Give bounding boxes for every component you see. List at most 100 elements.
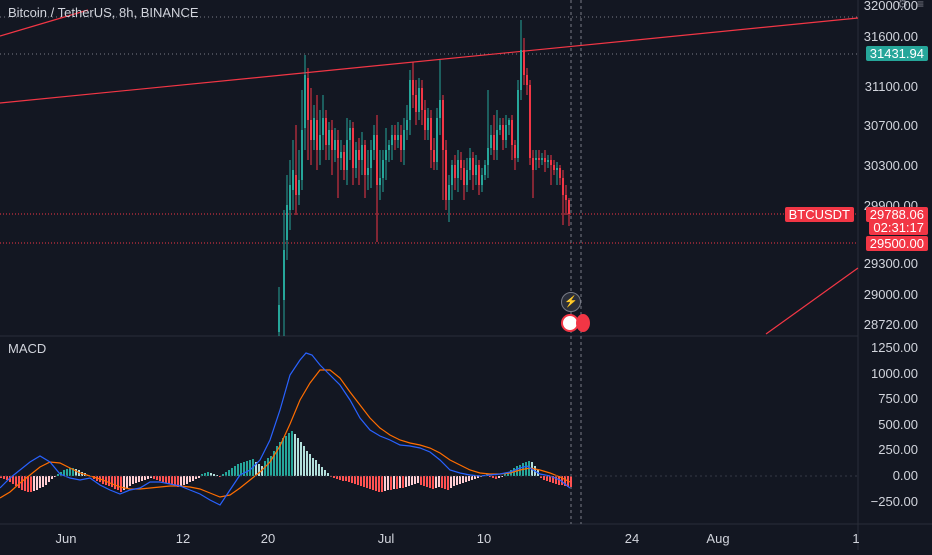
macd-histogram-bar (117, 476, 119, 490)
us-flag-icon-2[interactable] (576, 314, 590, 332)
macd-histogram-bar (561, 476, 563, 485)
macd-histogram-bar (369, 476, 371, 489)
candle-body (526, 75, 528, 85)
macd-histogram-bar (471, 476, 473, 480)
macd-histogram-bar (336, 476, 338, 479)
macd-histogram-bar (549, 476, 551, 482)
macd-histogram-bar (111, 476, 113, 487)
macd-histogram-bar (315, 460, 317, 476)
macd-histogram-bar (312, 458, 314, 476)
candle-body (334, 140, 336, 150)
macd-histogram-bar (435, 476, 437, 488)
candle-body (490, 135, 492, 148)
macd-histogram-bar (132, 476, 134, 484)
candle-body (367, 168, 369, 175)
flash-icon[interactable]: ⚡ (561, 292, 581, 312)
candle-body (424, 110, 426, 130)
time-tick-label: Jul (377, 531, 395, 546)
candle-body (478, 165, 480, 185)
macd-histogram-bar (408, 476, 410, 486)
macd-histogram-bar (411, 476, 413, 485)
more-icon[interactable]: ≡ (916, 0, 924, 11)
candle-body (547, 160, 549, 162)
candle-body (340, 152, 342, 158)
candle-body (328, 130, 330, 145)
macd-histogram-bar (393, 476, 395, 489)
candle-body (421, 88, 423, 110)
macd-histogram-bar (342, 476, 344, 481)
macd-histogram-bar (507, 472, 509, 476)
macd-histogram-bar (159, 476, 161, 481)
macd-histogram-bar (426, 476, 428, 487)
candle-body (553, 165, 555, 170)
macd-histogram-bar (387, 476, 389, 490)
time-tick-label: 10 (476, 531, 492, 546)
macd-histogram-bar (357, 476, 359, 485)
macd-histogram-bar (147, 476, 149, 479)
macd-histogram-bar (570, 476, 572, 487)
macd-histogram-bar (555, 476, 557, 484)
macd-histogram-bar (171, 476, 173, 485)
macd-histogram-bar (327, 473, 329, 476)
macd-histogram-bar (165, 476, 167, 483)
macd-histogram-bar (321, 467, 323, 476)
macd-histogram-bar (186, 476, 188, 484)
horizontal-line-badge[interactable]: 29500.00 (865, 236, 928, 251)
symbol-title[interactable]: Bitcoin / TetherUS, 8h, BINANCE (8, 5, 199, 20)
candle-body (532, 158, 534, 170)
candle-body (481, 175, 483, 185)
candle-body (376, 135, 378, 185)
candle-body (559, 168, 561, 178)
macd-histogram-bar (345, 476, 347, 481)
macd-histogram-bar (258, 464, 260, 476)
time-tick-label: 1 (852, 531, 860, 546)
time-tick-label: 12 (175, 531, 191, 546)
candle-body (412, 80, 414, 95)
candle-body (556, 168, 558, 170)
macd-tick-label: 1000.00 (871, 366, 918, 381)
macd-histogram-bar (363, 476, 365, 487)
macd-histogram-bar (207, 472, 209, 476)
price-tick-label: 30700.00 (863, 118, 918, 133)
macd-histogram-bar (396, 476, 398, 489)
macd-histogram-bar (51, 476, 53, 479)
candle-body (520, 50, 522, 90)
macd-histogram-bar (465, 476, 467, 482)
macd-histogram-bar (228, 470, 230, 476)
macd-histogram-bar (360, 476, 362, 486)
settings-icon[interactable]: ⚙ (897, 0, 908, 11)
macd-histogram-bar (108, 476, 110, 486)
macd-histogram-bar (174, 476, 176, 486)
macd-histogram-bar (405, 476, 407, 487)
candle-body (442, 100, 444, 150)
candle-body (550, 160, 552, 165)
macd-histogram-bar (237, 464, 239, 476)
last-price-badge[interactable]: 29788.06 (865, 207, 928, 222)
macd-histogram-bar (150, 476, 152, 478)
macd-histogram-bar (15, 476, 17, 486)
macd-histogram-bar (18, 476, 20, 488)
candle-body (352, 128, 354, 168)
price-tick-label: 29000.00 (863, 287, 918, 302)
macd-histogram-bar (540, 476, 542, 478)
candle-body (289, 185, 291, 210)
candle-body (508, 120, 510, 125)
macd-histogram-bar (504, 474, 506, 476)
macd-histogram-bar (255, 462, 257, 476)
macd-histogram-bar (564, 476, 566, 486)
macd-histogram-bar (381, 476, 383, 492)
macd-histogram-bar (243, 462, 245, 476)
macd-histogram-bar (180, 476, 182, 486)
macd-histogram-bar (351, 476, 353, 483)
macd-line (0, 352, 571, 506)
trend-line-upper (0, 17, 859, 104)
candle-body (307, 78, 309, 120)
macd-tick-label: 500.00 (878, 417, 918, 432)
alert-price-badge[interactable]: 31431.94 (865, 46, 928, 61)
macd-histogram-bar (543, 476, 545, 480)
macd-title[interactable]: MACD (8, 341, 47, 356)
macd-histogram-bar (120, 476, 122, 492)
macd-histogram-bar (246, 461, 248, 476)
candle-body (322, 118, 324, 135)
